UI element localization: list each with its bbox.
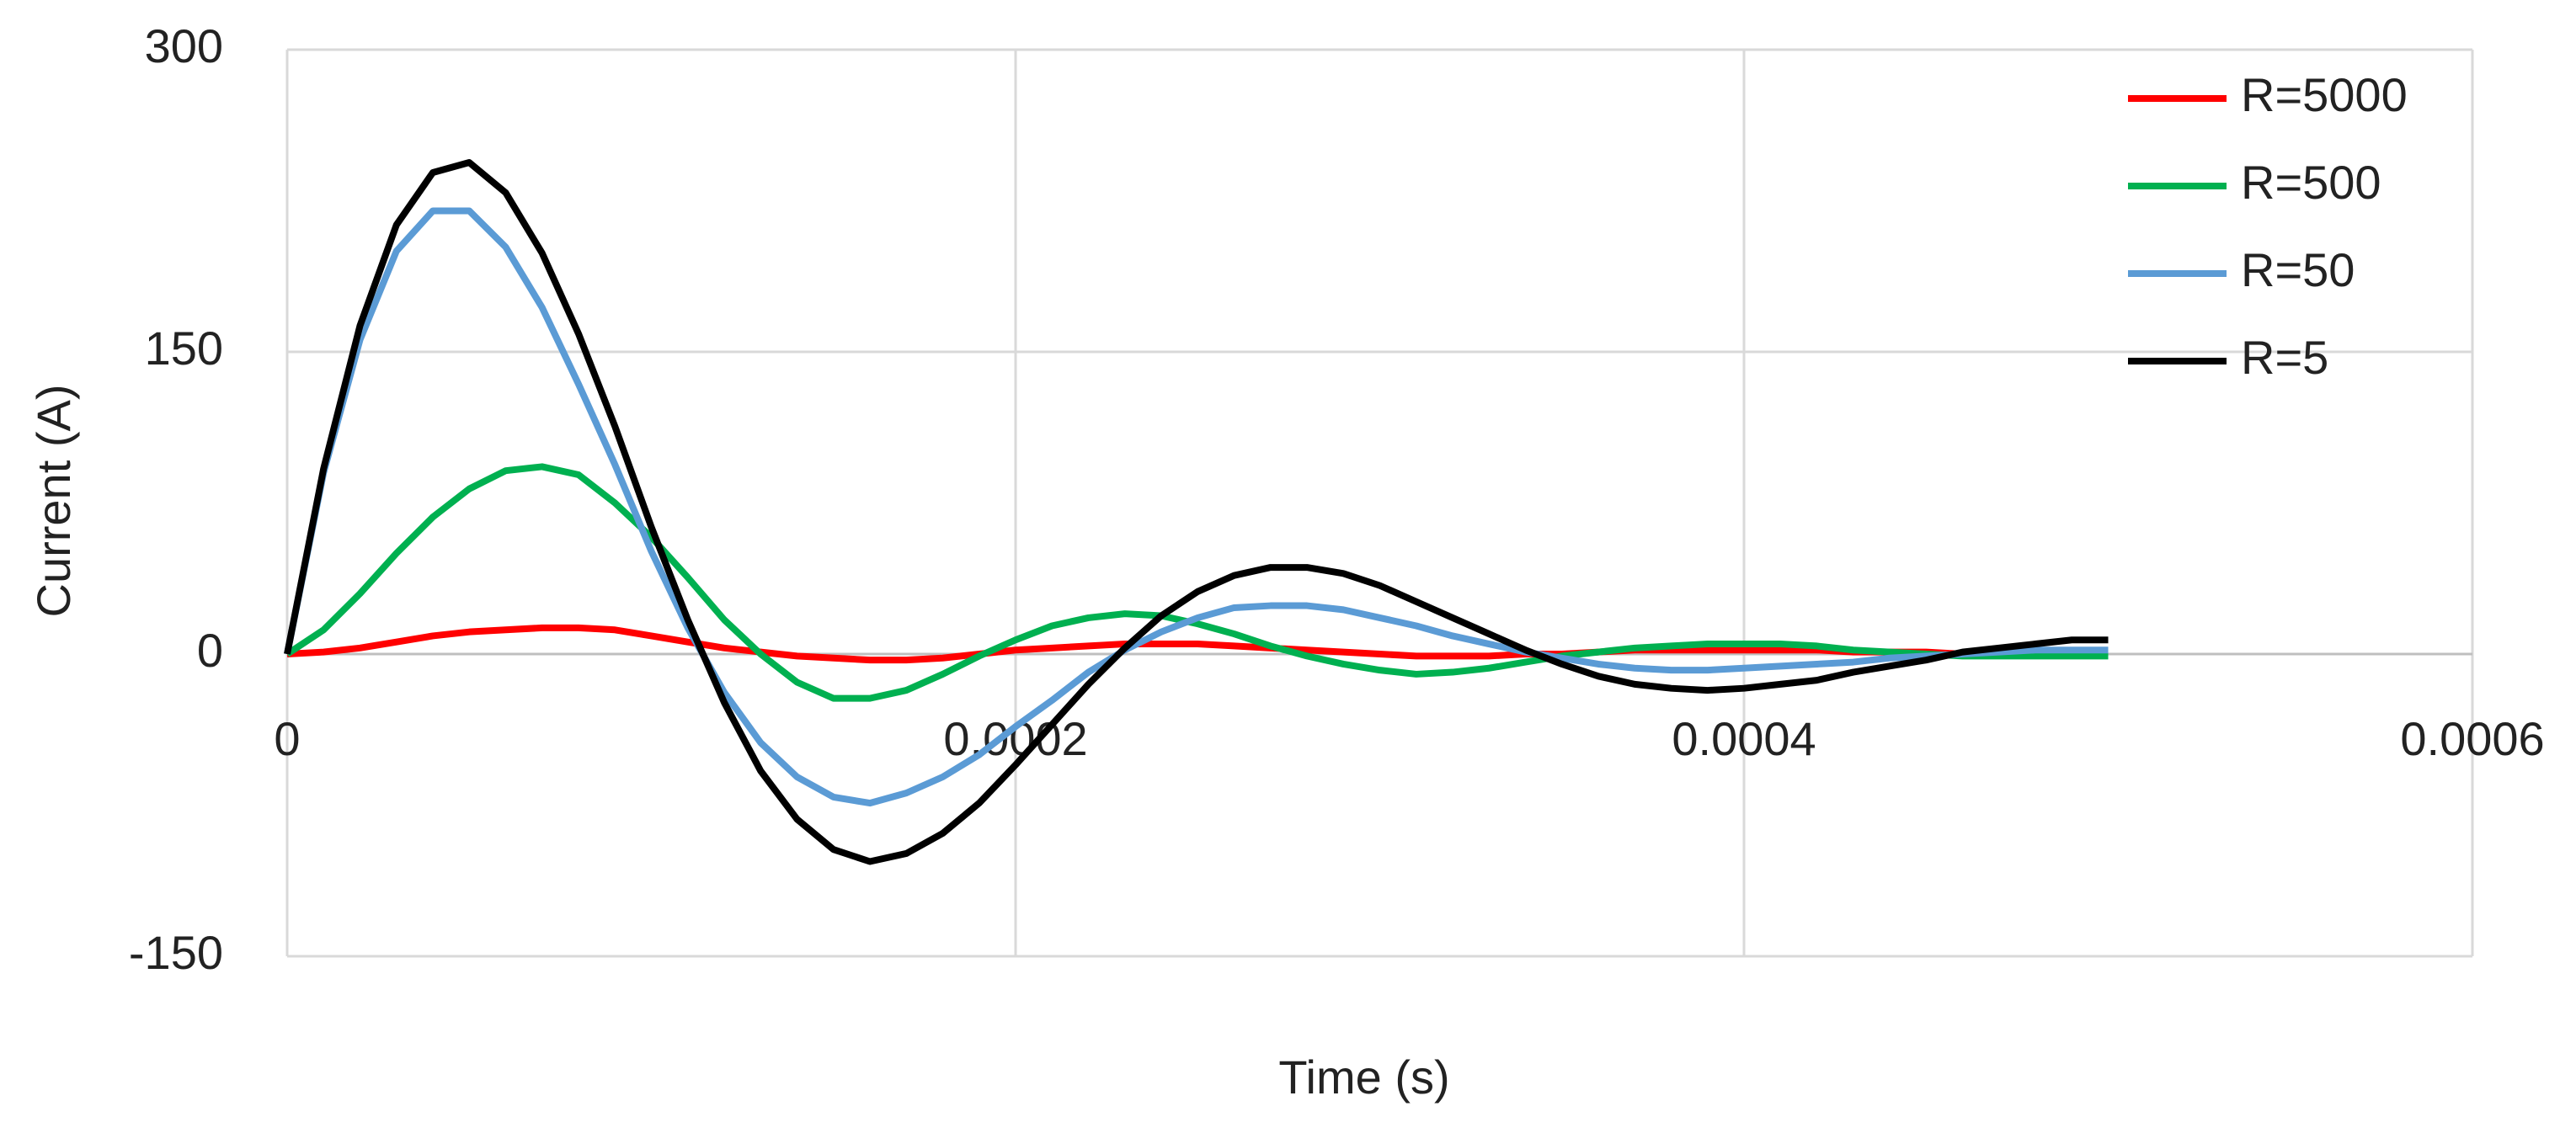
y-tick-label: 150: [145, 322, 223, 375]
series-line: [285, 463, 2109, 702]
x-tick-label: 0.0004: [1672, 712, 1816, 765]
legend-label: R=5: [2241, 331, 2328, 384]
legend-label: R=5000: [2241, 68, 2408, 121]
x-tick-label: 0.0006: [2400, 712, 2544, 765]
series-line: [286, 624, 2109, 664]
x-tick-label: 0.0002: [943, 712, 1087, 765]
y-tick-label: 300: [145, 19, 223, 72]
legend-label: R=50: [2241, 243, 2355, 296]
y-tick-label: 0: [197, 624, 223, 677]
series-line: [284, 159, 2109, 865]
y-axis-title: Current (A): [27, 385, 80, 618]
series-line: [284, 207, 2109, 807]
x-tick-label: 0: [274, 712, 300, 765]
legend-label: R=500: [2241, 156, 2381, 209]
y-tick-label: -150: [129, 926, 223, 979]
x-axis-title: Time (s): [1278, 1051, 1449, 1104]
